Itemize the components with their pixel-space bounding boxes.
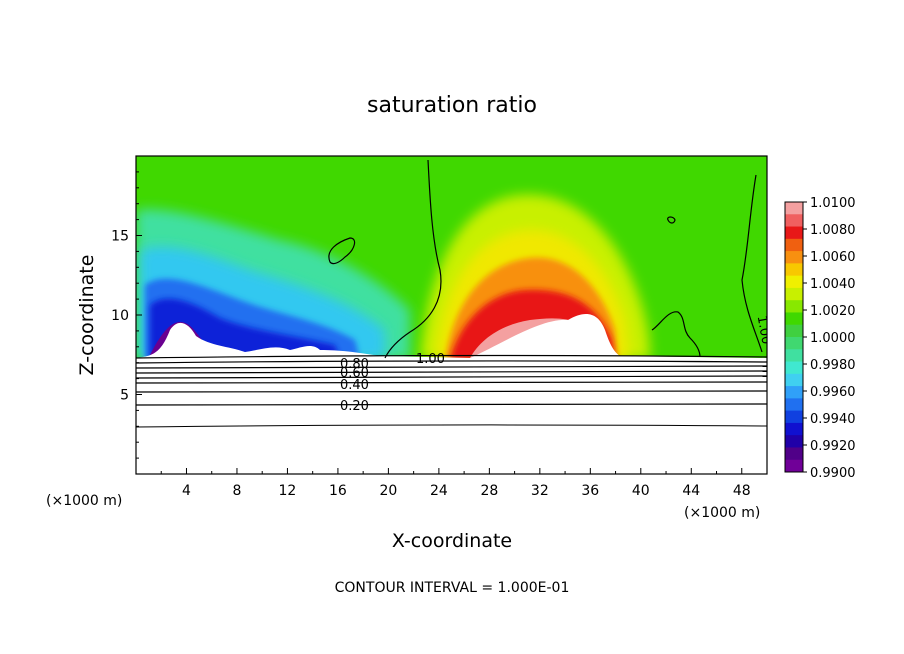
colorbar-swatch — [785, 373, 803, 387]
colorbar-swatch — [785, 275, 803, 289]
colorbar-label: 0.9900 — [810, 466, 856, 481]
x-tick-label: 40 — [632, 483, 650, 499]
terrain-mask — [136, 314, 767, 474]
colorbar-swatch — [785, 312, 803, 326]
colorbar-swatch — [785, 337, 803, 350]
x-tick-label: 8 — [232, 483, 241, 499]
contour-labels: 0.80 0.60 0.40 0.20 1.00 1.00 — [340, 314, 767, 414]
colorbar-swatch — [785, 251, 803, 264]
colorbar-swatch — [785, 263, 803, 277]
colorbar-swatch — [785, 447, 803, 461]
colorbar-label: 1.0020 — [810, 304, 856, 319]
colorbar-swatch — [785, 361, 803, 375]
colorbar-swatch — [785, 435, 803, 448]
colorbar-label: 1.0040 — [810, 277, 856, 292]
colorbar-swatch — [785, 214, 803, 228]
colorbar-swatch — [785, 410, 803, 424]
colorbar-swatch — [785, 300, 803, 313]
y-tick-label: 10 — [111, 308, 129, 324]
colorbar-swatch — [785, 202, 803, 215]
x-tick-label: 12 — [279, 483, 297, 499]
colorbar-swatch — [785, 398, 803, 412]
colorbar-label: 1.0080 — [810, 223, 856, 238]
contour-label: 0.20 — [340, 399, 369, 414]
contour-label: 0.40 — [340, 378, 369, 393]
contour-interval-note: CONTOUR INTERVAL = 1.000E-01 — [335, 580, 570, 596]
x-tick-label: 44 — [682, 483, 700, 499]
colorbar-swatch — [785, 324, 803, 338]
x-tick-label: 36 — [581, 483, 599, 499]
colorbar-swatch — [785, 349, 803, 363]
plot-area: 0.80 0.60 0.40 0.20 1.00 1.00 — [136, 156, 767, 474]
x-unit-label-right: (×1000 m) — [684, 505, 760, 521]
colorbar-label: 1.0060 — [810, 250, 856, 265]
x-tick-label: 20 — [379, 483, 397, 499]
colorbar-label: 0.9980 — [810, 358, 856, 373]
x-axis-ticks: 4 8 12 16 20 24 28 32 36 40 44 48 — [160, 468, 751, 499]
colorbar-label: 0.9960 — [810, 385, 856, 400]
colorbar-swatch — [785, 238, 803, 252]
x-tick-label: 28 — [480, 483, 498, 499]
colorbar-swatch — [785, 422, 803, 436]
x-unit-label: (×1000 m) — [46, 493, 122, 509]
contour-label: 0.80 — [340, 357, 369, 372]
x-tick-label: 16 — [329, 483, 347, 499]
colorbar-swatch — [785, 287, 803, 301]
contour-lines — [136, 159, 767, 428]
colorbar-label: 0.9940 — [810, 412, 856, 427]
colorbar-label: 1.0100 — [810, 196, 856, 211]
x-tick-label: 4 — [182, 483, 191, 499]
y-axis-ticks: 5 10 15 — [111, 171, 142, 459]
x-tick-label: 24 — [430, 483, 448, 499]
contour-label: 1.00 — [416, 352, 445, 367]
contour-label: 0.60 — [340, 366, 369, 381]
chart-title: saturation ratio — [367, 93, 537, 118]
y-tick-label: 5 — [120, 388, 129, 404]
colorbar-swatch — [785, 459, 803, 473]
y-tick-label: 15 — [111, 229, 129, 245]
colorbar-label: 1.0000 — [810, 331, 856, 346]
x-tick-label: 48 — [733, 483, 751, 499]
colorbar-swatch — [785, 386, 803, 399]
y-axis-label: Z-coordinate — [76, 255, 98, 376]
colorbar-label: 0.9920 — [810, 439, 856, 454]
colorbar: 1.0100 1.0080 1.0060 1.0040 1.0020 1.0000 0.99… — [784, 196, 856, 481]
x-tick-label: 32 — [531, 483, 549, 499]
colorbar-swatch — [785, 226, 803, 240]
x-axis-label: X-coordinate — [392, 530, 512, 552]
